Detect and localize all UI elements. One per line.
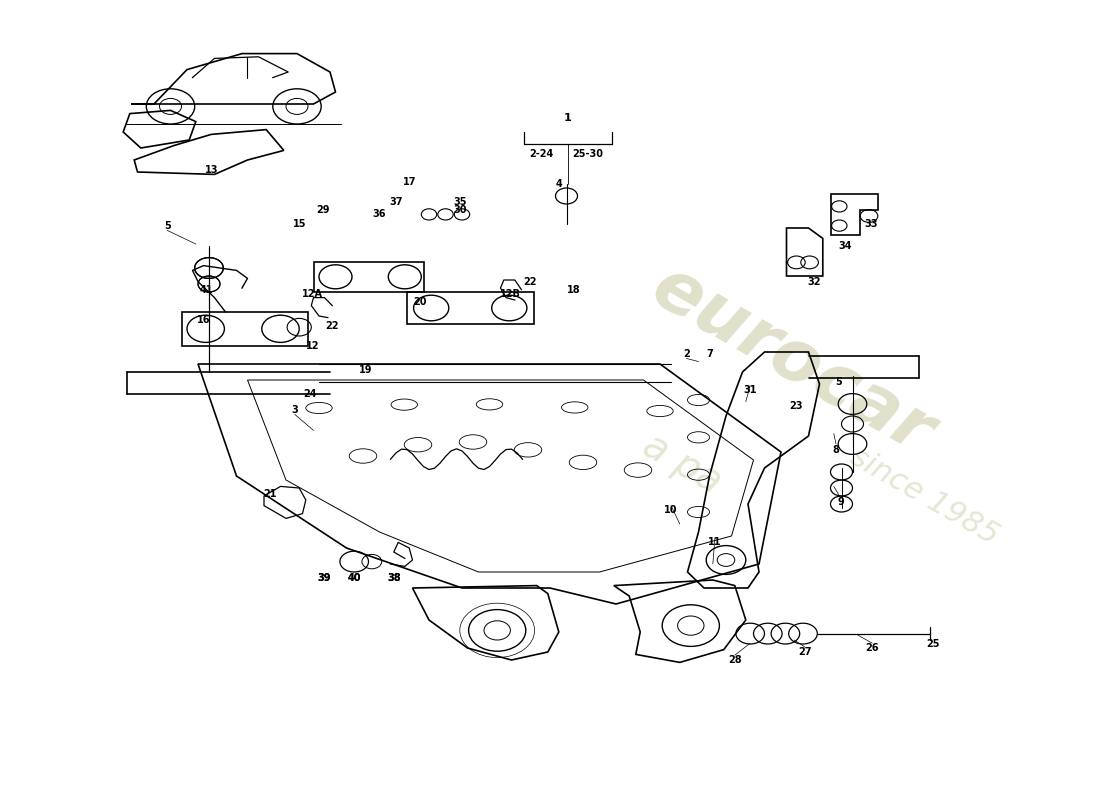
Text: 12B: 12B (500, 290, 520, 299)
Text: eurocar: eurocar (639, 252, 945, 468)
Text: 25: 25 (926, 639, 939, 649)
Text: 34: 34 (838, 242, 851, 251)
Text: 24: 24 (304, 389, 317, 398)
Text: 20: 20 (414, 298, 427, 307)
Text: 1: 1 (563, 114, 572, 123)
Text: 16: 16 (197, 315, 210, 325)
Text: 5: 5 (835, 378, 842, 387)
Text: 19: 19 (359, 365, 372, 374)
Text: 8: 8 (833, 445, 839, 454)
Text: a pa: a pa (636, 426, 728, 502)
Text: 11: 11 (708, 538, 722, 547)
Text: 31: 31 (744, 386, 757, 395)
Text: 15: 15 (293, 219, 306, 229)
Bar (407, 292, 534, 324)
Text: 36: 36 (373, 210, 386, 219)
Text: 13: 13 (205, 165, 218, 174)
Text: 38: 38 (387, 573, 400, 582)
Bar (182, 312, 308, 346)
Text: 2-24: 2-24 (529, 149, 553, 159)
Text: 35: 35 (453, 197, 466, 206)
Text: since 1985: since 1985 (845, 442, 1003, 550)
Text: 40: 40 (348, 573, 361, 582)
Text: 29: 29 (317, 205, 330, 214)
Text: 5: 5 (164, 221, 170, 230)
Text: 22: 22 (524, 277, 537, 286)
Text: 25-30: 25-30 (572, 149, 603, 159)
Text: 12: 12 (306, 341, 319, 350)
Text: 23: 23 (790, 402, 803, 411)
Text: 3: 3 (292, 405, 298, 414)
Bar (314, 262, 424, 292)
Text: 30: 30 (453, 205, 466, 214)
Text: 40: 40 (348, 573, 361, 582)
Text: 2: 2 (683, 349, 690, 358)
Text: 7: 7 (706, 349, 713, 358)
Text: 33: 33 (865, 219, 878, 229)
Text: 39: 39 (318, 573, 331, 582)
Text: 4: 4 (556, 179, 562, 189)
Text: 37: 37 (389, 197, 403, 206)
Text: 21: 21 (263, 490, 276, 499)
Text: 32: 32 (807, 277, 821, 286)
Text: 9: 9 (837, 498, 844, 507)
Text: 17: 17 (403, 178, 416, 187)
Text: 18: 18 (568, 285, 581, 294)
Text: 38: 38 (387, 573, 400, 582)
Text: 27: 27 (799, 647, 812, 657)
Text: 10: 10 (664, 506, 678, 515)
Text: 39: 39 (318, 573, 331, 582)
Text: 12A: 12A (301, 290, 323, 299)
Text: 26: 26 (866, 643, 879, 653)
Text: 41: 41 (200, 285, 213, 294)
Text: 28: 28 (728, 655, 741, 665)
Text: 22: 22 (326, 322, 339, 331)
